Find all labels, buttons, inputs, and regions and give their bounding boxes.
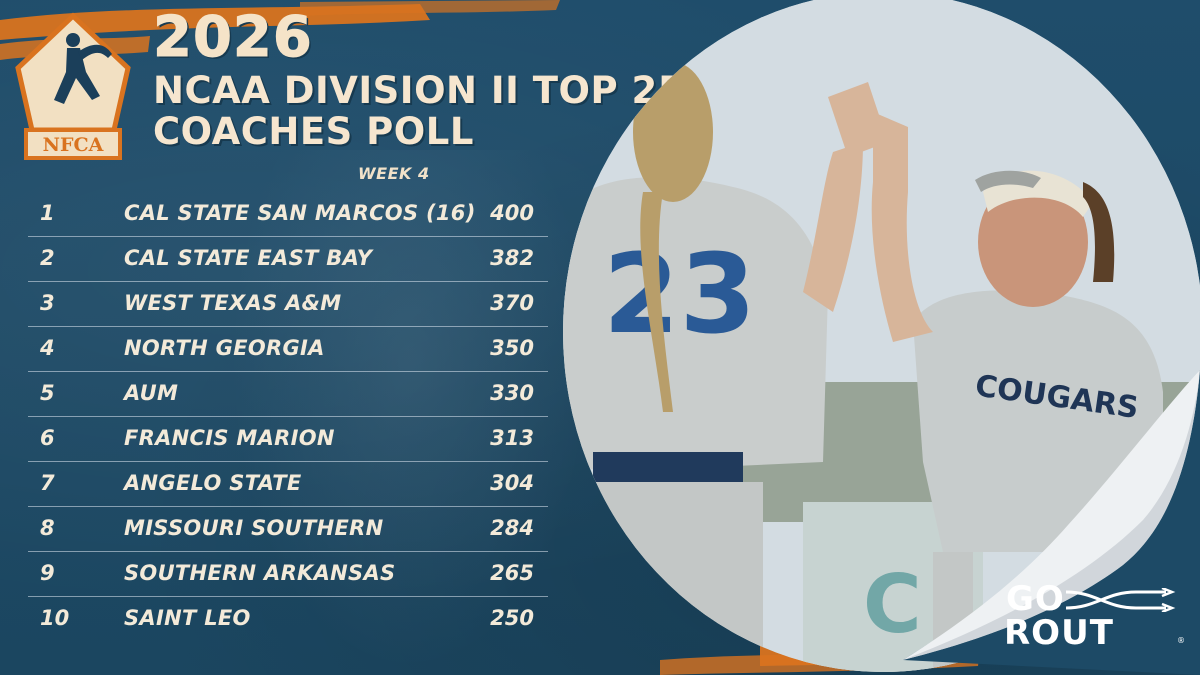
player-photo: C 23 COUGARS (563, 0, 1200, 675)
rank-number: 10 (40, 606, 70, 630)
table-row: 4 NORTH GEORGIA 350 (28, 327, 548, 372)
table-row: 10 SAINT LEO 250 (28, 597, 548, 641)
team-name: SAINT LEO (124, 606, 251, 630)
rank-number: 2 (40, 246, 55, 270)
team-name: SOUTHERN ARKANSAS (124, 561, 396, 585)
table-row: 3 WEST TEXAS A&M 370 (28, 282, 548, 327)
points-value: 304 (490, 471, 534, 495)
poll-title: 2026 NCAA DIVISION II TOP 25 COACHES POL… (153, 5, 684, 153)
points-value: 265 (490, 561, 534, 585)
points-value: 284 (490, 516, 534, 540)
points-value: 382 (490, 246, 534, 270)
rankings-table: 1 CAL STATE SAN MARCOS (16) 400 2 CAL ST… (28, 192, 548, 641)
sponsor-line-2: ROUT (1004, 613, 1114, 653)
table-row: 8 MISSOURI SOUTHERN 284 (28, 507, 548, 552)
team-name: ANGELO STATE (124, 471, 302, 495)
title-year: 2026 (153, 5, 313, 70)
points-value: 330 (490, 381, 534, 405)
team-name: FRANCIS MARION (124, 426, 335, 450)
table-row: 6 FRANCIS MARION 313 (28, 417, 548, 462)
team-name: MISSOURI SOUTHERN (124, 516, 384, 540)
page-curl-effect (903, 370, 1200, 675)
rank-number: 1 (40, 201, 55, 225)
rank-number: 3 (40, 291, 55, 315)
table-row: 5 AUM 330 (28, 372, 548, 417)
points-value: 370 (490, 291, 534, 315)
rank-number: 7 (40, 471, 55, 495)
sponsor-line-1: GO (1006, 579, 1065, 619)
table-row: 9 SOUTHERN ARKANSAS 265 (28, 552, 548, 597)
svg-text:NFCA: NFCA (43, 134, 104, 156)
title-line-2: COACHES POLL (153, 110, 474, 153)
week-label: WEEK 4 (358, 164, 430, 183)
team-name: NORTH GEORGIA (124, 336, 325, 360)
points-value: 400 (490, 201, 534, 225)
team-name: WEST TEXAS A&M (124, 291, 342, 315)
team-name: CAL STATE EAST BAY (124, 246, 373, 270)
team-name: AUM (124, 381, 179, 405)
table-row: 7 ANGELO STATE 304 (28, 462, 548, 507)
nfca-logo: NFCA (12, 12, 134, 162)
rank-number: 8 (40, 516, 55, 540)
arrow-icon (1066, 588, 1176, 612)
title-line-1: NCAA DIVISION II TOP 25 (153, 69, 684, 112)
svg-text:23: 23 (603, 230, 756, 358)
table-row: 2 CAL STATE EAST BAY 382 (28, 237, 548, 282)
team-name: CAL STATE SAN MARCOS (16) (124, 201, 476, 225)
points-value: 250 (490, 606, 534, 630)
points-value: 350 (490, 336, 534, 360)
table-row: 1 CAL STATE SAN MARCOS (16) 400 (28, 192, 548, 237)
rank-number: 9 (40, 561, 55, 585)
registered-mark: ® (1177, 636, 1185, 645)
rank-number: 6 (40, 426, 55, 450)
svg-text:C: C (863, 558, 922, 651)
rank-number: 5 (40, 381, 55, 405)
points-value: 313 (490, 426, 534, 450)
rank-number: 4 (40, 336, 55, 360)
gorout-logo: GO ROUT ® (1004, 579, 1185, 653)
